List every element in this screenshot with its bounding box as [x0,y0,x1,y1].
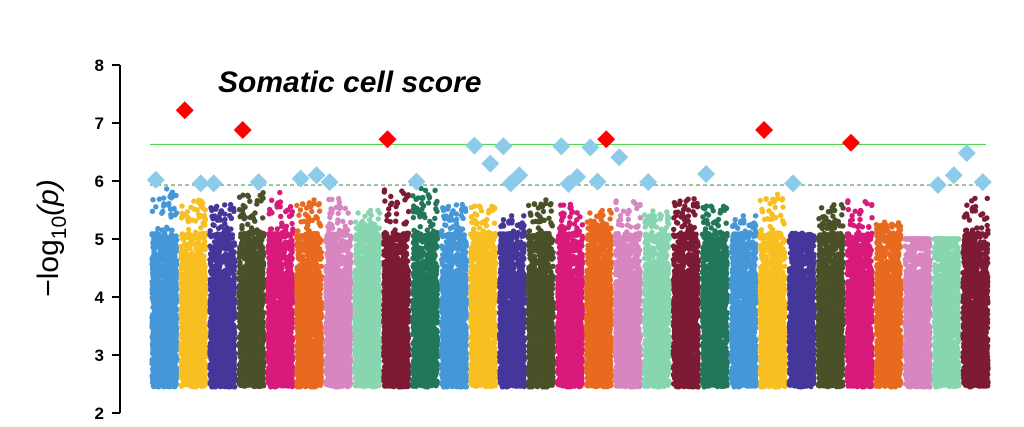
snp-point [162,296,167,301]
snp-point [160,361,165,366]
chromosome-block [149,186,179,389]
snp-point [162,231,167,236]
snp-point [171,256,176,261]
snp-point [171,307,176,312]
snp-point [151,342,156,347]
snp-point [170,316,175,321]
snp-point [171,206,176,211]
snp-point [172,324,177,329]
snp-point [152,324,157,329]
snp-point [157,291,162,296]
snp-point [172,284,177,289]
snp-point [151,328,156,333]
snp-point [149,231,154,236]
snp-point [151,379,156,384]
snp-points [149,186,990,390]
snp-point [158,281,163,286]
snp-point [155,314,160,319]
snp-point [165,290,170,295]
snp-point [150,197,155,202]
chromosome-block [178,198,208,390]
snp-point [160,341,165,346]
snp-point [172,295,177,300]
snp-point [170,240,175,245]
snp-point [152,278,157,283]
snp-point [151,243,156,248]
snp-point [165,243,170,248]
snp-point [171,383,176,388]
snp-point [195,207,200,212]
snp-point [154,231,159,236]
snp-point [200,220,205,225]
snp-point [160,333,165,338]
snp-point [167,194,172,199]
snp-point [164,252,169,257]
snp-point [155,362,160,367]
snp-point [161,203,166,208]
snp-point [159,252,164,257]
snp-point [167,262,172,267]
snp-point [155,373,160,378]
snp-point [156,384,161,389]
snp-point [173,353,178,358]
snp-point [152,261,157,266]
snp-point [173,337,178,342]
snp-point [164,283,169,288]
snp-point [172,212,177,217]
snp-point [160,303,165,308]
snp-point [153,285,158,290]
snp-point [172,330,177,335]
snp-point [150,209,155,214]
snp-point [153,204,158,209]
snp-point [155,351,160,356]
snp-point [167,377,172,382]
snp-point [160,265,165,270]
snp-point [203,207,208,212]
snp-point [171,360,176,365]
snp-point [165,332,170,337]
snp-point [172,234,177,239]
snp-point [202,213,207,218]
snp-point [170,280,175,285]
snp-point [173,264,178,269]
snp-point [156,333,161,338]
snp-point [179,203,184,208]
snp-point [166,349,171,354]
snp-point [164,186,169,191]
snp-point [196,212,201,217]
snp-point [170,245,175,250]
snp-point [174,368,179,373]
snp-point [164,225,169,230]
snp-point [157,298,162,303]
snp-point [165,268,170,273]
snp-point [151,270,156,275]
snp-point [154,356,159,361]
snp-point [160,209,165,214]
snp-point [166,273,171,278]
snp-point [173,193,178,198]
snp-point [155,226,160,231]
snp-point [173,270,178,275]
snp-point [163,326,168,331]
snp-point [161,367,166,372]
snp-point [157,196,162,201]
